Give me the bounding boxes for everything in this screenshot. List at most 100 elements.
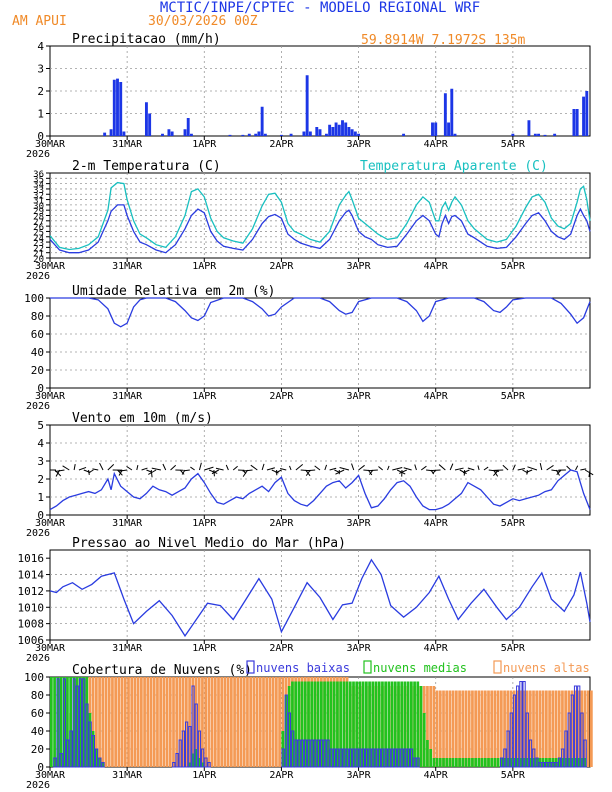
- cloud-high-bar: [590, 690, 593, 767]
- wind-barb: [151, 467, 161, 471]
- wind-barbs: [50, 462, 594, 478]
- x-tick-label: 1APR: [192, 770, 217, 781]
- x-tick-label: 2APR: [269, 261, 294, 272]
- y-tick-label: 4: [37, 437, 44, 450]
- x-tick-label: 30MAR: [35, 643, 66, 654]
- y-tick-label: 0: [37, 509, 44, 522]
- y-tick-label: 20: [31, 364, 44, 377]
- precip-bar: [543, 134, 547, 136]
- cloud-mid-bar: [532, 758, 535, 767]
- cloud-low-bar: [506, 730, 510, 768]
- x-tick-label: 3APR: [347, 391, 372, 402]
- cloud-mid-bar: [101, 762, 105, 767]
- y-tick-label: 35: [33, 175, 44, 185]
- cloud-mid-bar: [329, 681, 333, 767]
- cloud-mid-bar: [297, 681, 301, 767]
- wind-barb: [358, 464, 365, 471]
- cloud-low-bar: [567, 712, 571, 768]
- cloud-mid-bar: [355, 681, 359, 767]
- cloud-mid-bar: [567, 758, 571, 767]
- precip-bar: [434, 122, 438, 136]
- cloud-low-bar: [345, 748, 349, 768]
- wind-barb: [575, 465, 579, 471]
- cloud-high-bar: [98, 677, 101, 767]
- cloud-low-bar: [339, 748, 343, 768]
- cloud-mid-bar: [85, 677, 89, 767]
- precip-bar: [257, 131, 261, 136]
- wind-barb: [483, 466, 489, 471]
- cloud-mid-bar: [284, 695, 288, 767]
- cloud-high-bar: [165, 677, 169, 767]
- wind-barb: [198, 462, 202, 471]
- precip-bar: [334, 122, 338, 136]
- cloud-high-bar: [262, 677, 265, 767]
- cloud-low-bar: [201, 748, 205, 768]
- wind-barb: [295, 464, 304, 471]
- x-tick-label: 30MAR: [35, 770, 66, 781]
- cloud-mid-bar: [477, 758, 481, 767]
- cloud-low-bar: [580, 712, 584, 768]
- precip-bar: [161, 133, 164, 136]
- cloud-low-bar: [78, 678, 83, 768]
- humidity-line: [50, 297, 591, 328]
- y-tick-label: 0: [37, 761, 44, 774]
- y-tick-label: 26: [33, 223, 44, 233]
- cloud-mid-bar: [72, 677, 76, 767]
- panel-title: Precipitacao (mm/h): [72, 32, 221, 47]
- cloud-high-bar: [442, 690, 445, 767]
- precip-bar: [344, 122, 348, 136]
- cloud-high-bar: [545, 690, 548, 767]
- wind-barb: [588, 469, 591, 478]
- cloud-mid-bar: [413, 681, 416, 767]
- precip-bar: [537, 133, 541, 136]
- cloud-high-bar: [271, 677, 275, 767]
- cloud-mid-bar: [461, 758, 465, 767]
- y-tick-label: 3: [37, 455, 44, 468]
- y-tick-label: 40: [31, 725, 44, 738]
- x-year-label: 2026: [26, 653, 50, 664]
- cloud-low-bar: [358, 748, 362, 768]
- cloud-mid-bar: [56, 677, 60, 767]
- cloud-low-bar: [310, 739, 314, 768]
- x-tick-label: 3APR: [347, 139, 372, 150]
- cloud-mid-bar: [91, 731, 95, 767]
- precip-bar: [228, 134, 232, 136]
- cloud-high-bar: [178, 677, 182, 767]
- precip-bar: [263, 133, 267, 136]
- cloud-low-bar: [503, 748, 507, 768]
- precip-bar: [337, 124, 341, 136]
- cloud-low-bar: [320, 739, 324, 768]
- panel-title: Vento em 10m (m/s): [72, 411, 213, 426]
- cloud-low-bar: [541, 762, 545, 768]
- wind-barb: [324, 464, 328, 471]
- cloud-high-bar: [246, 677, 249, 767]
- x-tick-label: 5APR: [501, 643, 526, 654]
- cloud-high-bar: [570, 690, 574, 767]
- wind-barb: [232, 465, 238, 471]
- y-tick-label: 40: [31, 346, 44, 359]
- wind-barb: [150, 469, 153, 478]
- wind-barb: [414, 464, 417, 471]
- pressure-line: [49, 558, 591, 638]
- panel-title: Cobertura de Nuvens (%): [72, 663, 252, 678]
- wind-barb: [467, 467, 475, 471]
- cloud-mid-bar: [506, 758, 510, 767]
- x-tick-label: 4APR: [424, 261, 449, 272]
- wind-barb: [351, 463, 355, 471]
- cloud-low-bar: [191, 685, 195, 768]
- y-tick-label: 1: [37, 491, 44, 504]
- x-tick-label: 30MAR: [35, 139, 66, 150]
- cloud-low-bar: [413, 757, 417, 768]
- cloud-mid-bar: [59, 677, 63, 767]
- precip-bar: [450, 88, 454, 136]
- legend-entry: nuvens altas: [503, 661, 590, 675]
- cloud-low-bar: [98, 757, 102, 768]
- cloud-low-bar: [194, 703, 198, 768]
- cloud-high-bar: [213, 677, 217, 767]
- wind-barb: [179, 469, 185, 475]
- cloud-low-bar: [500, 757, 504, 768]
- cloud-low-bar: [390, 748, 394, 768]
- cloud-low-bar: [573, 685, 578, 768]
- wind-barb: [526, 469, 533, 473]
- legend-swatch: [493, 660, 502, 674]
